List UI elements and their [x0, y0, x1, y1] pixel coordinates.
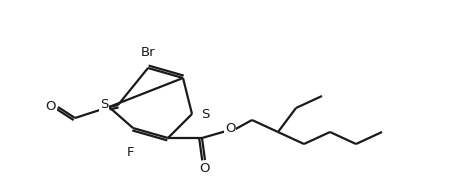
- Text: S: S: [100, 99, 108, 112]
- Text: O: O: [225, 121, 235, 134]
- Text: Br: Br: [141, 46, 155, 59]
- Text: O: O: [46, 100, 56, 113]
- Text: S: S: [201, 107, 209, 120]
- Text: F: F: [126, 146, 134, 158]
- Text: O: O: [200, 163, 210, 176]
